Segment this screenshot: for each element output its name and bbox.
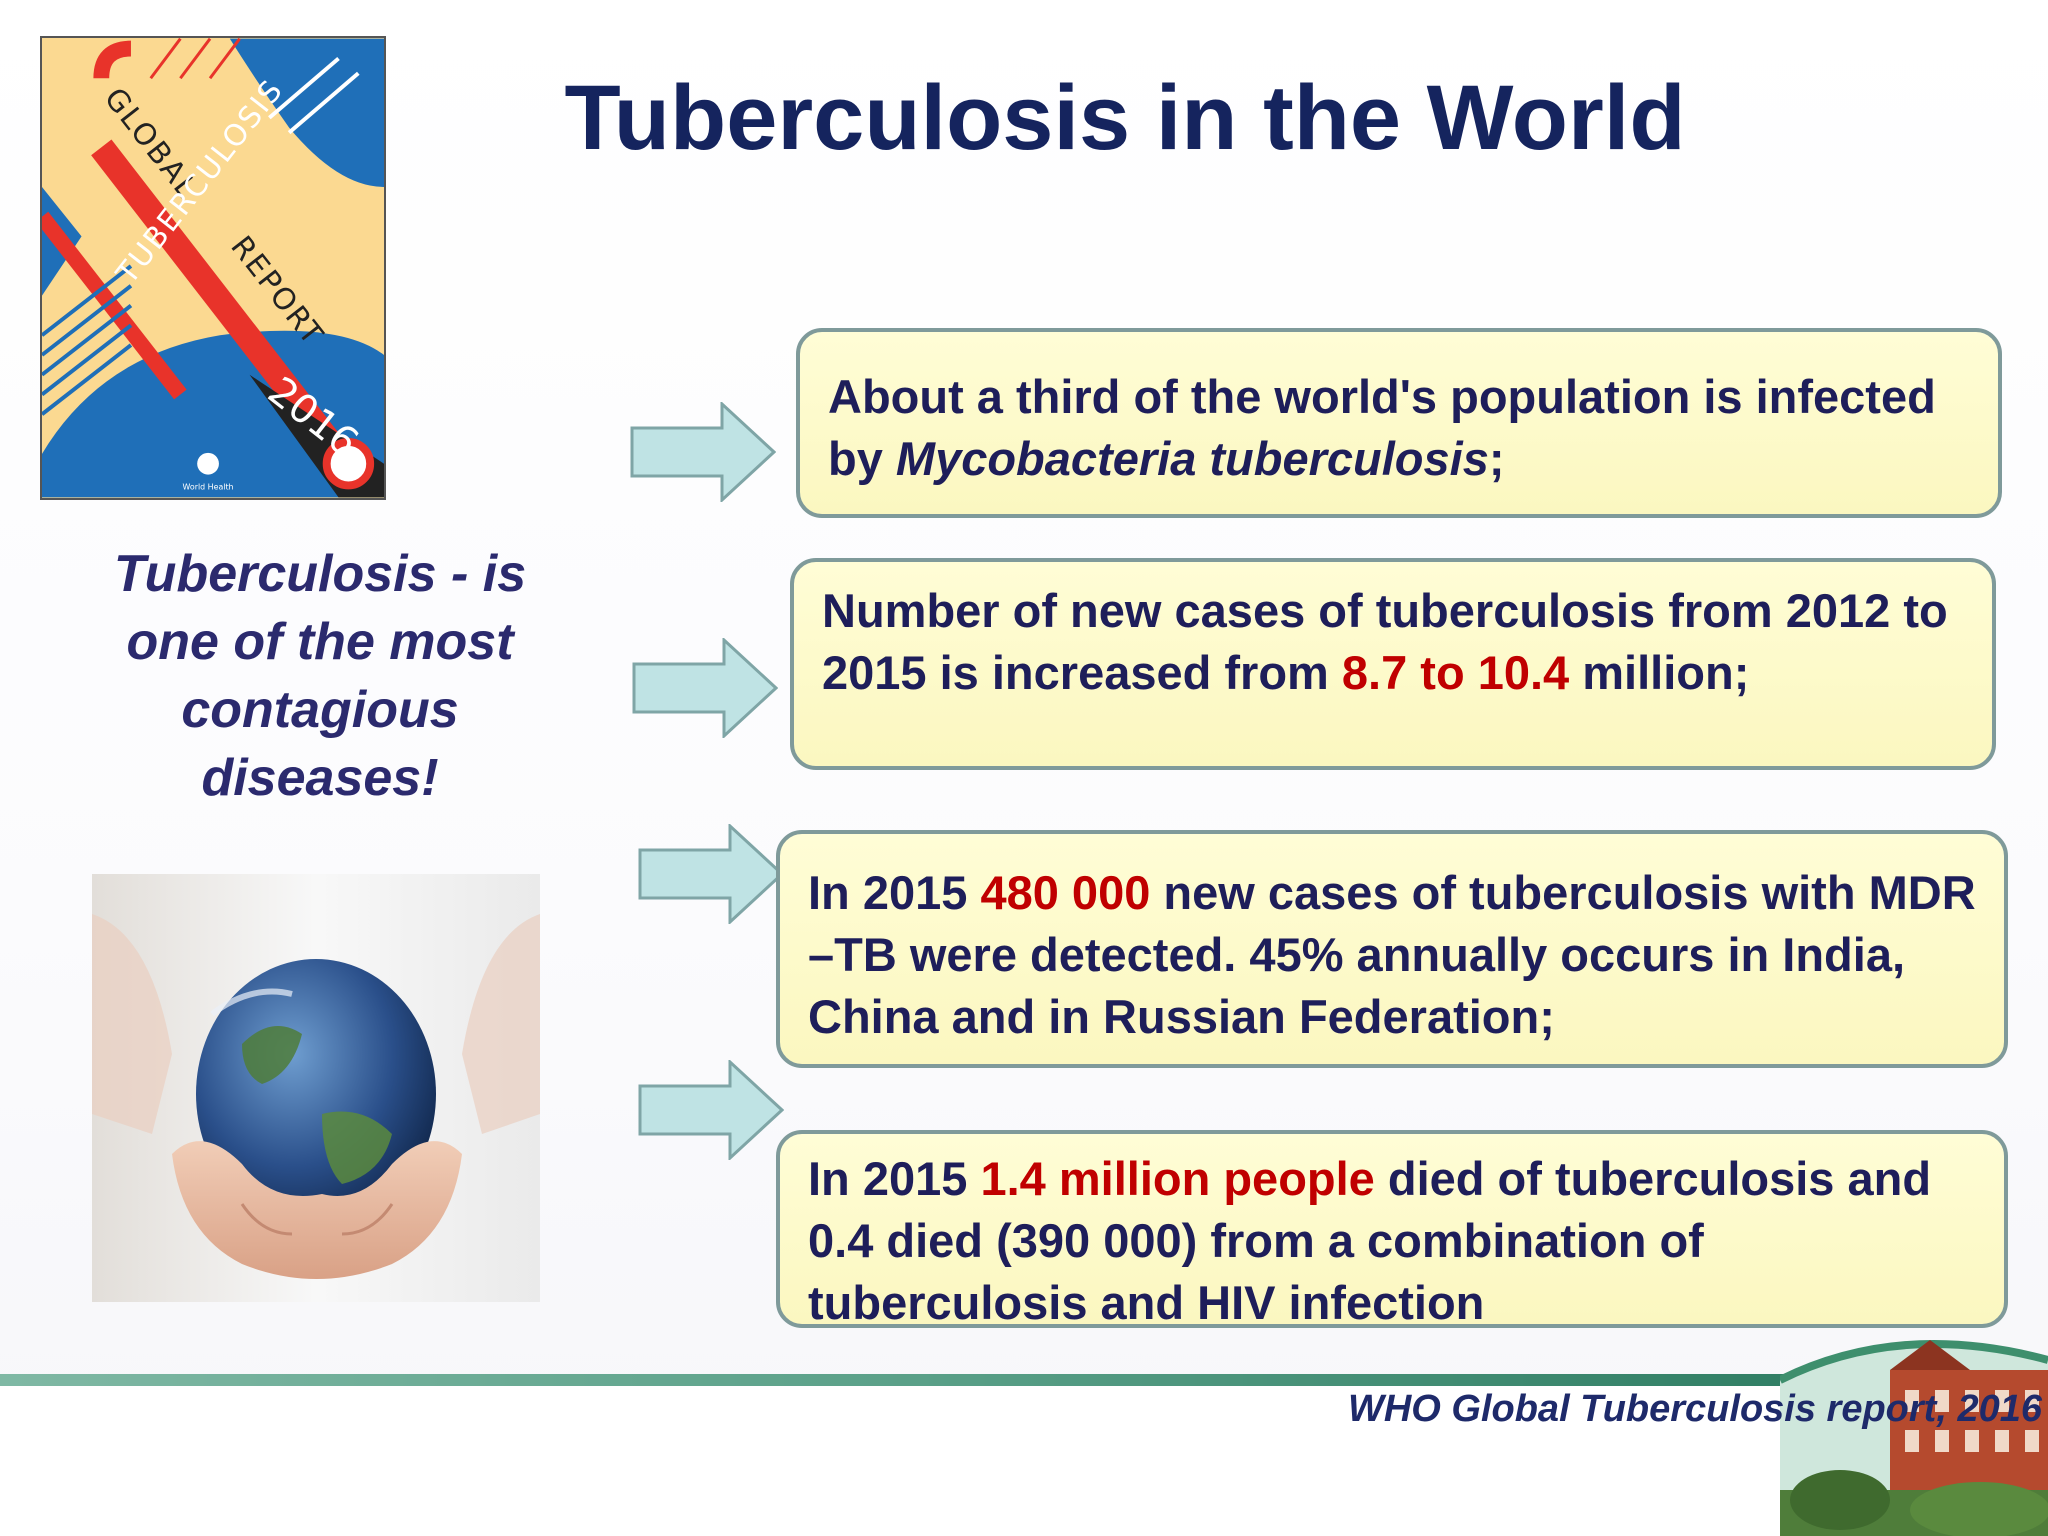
fact-text-end: ; [1488,432,1505,485]
fact-box-deaths: In 2015 1.4 million people died of tuber… [776,1130,2008,1329]
fact-italic: Mycobacteria tuberculosis [895,432,1489,485]
footer-divider [0,1374,1830,1386]
footer-band [0,1386,2048,1536]
fact-text: In 2015 [808,1152,981,1205]
fact-text: In 2015 [808,866,981,919]
globe-in-hands-image [92,874,540,1302]
fact-text: About a third of the world's population … [828,370,1936,485]
arrow-icon [638,824,784,924]
fact-box-population: About a third of the world's population … [796,328,2002,518]
source-citation: WHO Global Tuberculosis report, 2016 [1347,1388,2042,1430]
arrow-icon [638,1060,784,1160]
svg-text:World Health: World Health [183,482,234,491]
fact-highlight: 480 000 [980,866,1151,919]
report-cover-image: GLOBAL TUBERCULOSIS REPORT 2016 World He… [40,36,386,500]
fact-text-end: million; [1569,646,1750,699]
fact-highlight: 1.4 million people [980,1152,1375,1205]
fact-box-new-cases: Number of new cases of tuberculosis from… [790,558,1996,770]
tagline: Tuberculosis - is one of the most contag… [113,545,527,807]
university-building-image [1780,1330,2048,1536]
fact-text: Number of new cases of tuberculosis from… [822,584,1948,699]
arrow-icon [632,638,778,738]
fact-highlight: 8.7 to 10.4 [1341,646,1570,699]
fact-text-end: died of tuberculosis and 0.4 died (390 0… [808,1152,1932,1329]
slide-title: Tuberculosis in the World [564,67,1686,169]
fact-box-mdr-tb: In 2015 480 000 new cases of tuberculosi… [776,830,2008,1068]
fact-text-end: new cases of tuberculosis with MDR –TB w… [808,866,1976,1043]
arrow-icon [630,402,776,502]
